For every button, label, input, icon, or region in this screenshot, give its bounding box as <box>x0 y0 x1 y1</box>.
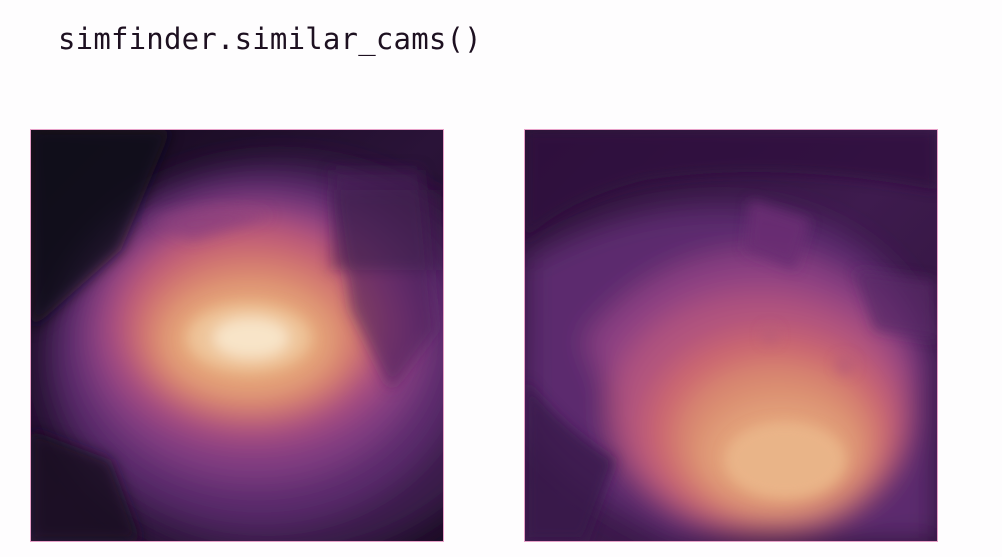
right-cam-image <box>525 130 937 541</box>
code-call: simfinder.similar_cams() <box>58 22 482 56</box>
right-cam-heatmap <box>525 130 937 541</box>
left-cam-image <box>31 130 443 541</box>
left-cam-heatmap <box>31 130 443 541</box>
